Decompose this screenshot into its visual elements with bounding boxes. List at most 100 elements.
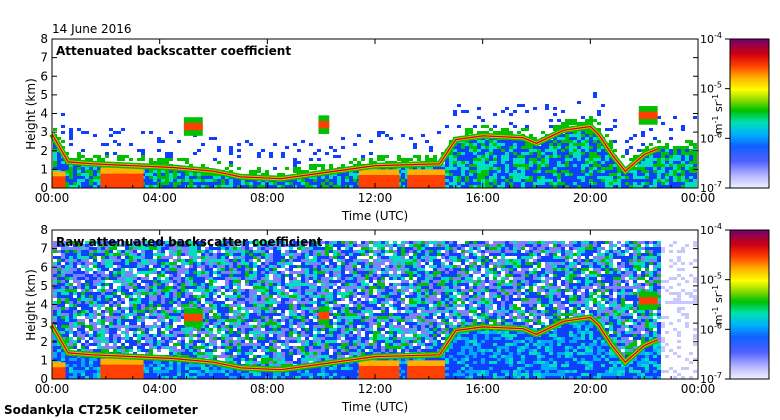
heatmap-cell <box>209 334 213 337</box>
heatmap-cell <box>209 259 213 262</box>
heatmap-cell <box>581 131 585 134</box>
heatmap-cell <box>325 265 329 268</box>
x-axis-label-1: Time (UTC) <box>341 209 408 223</box>
heatmap-cell <box>117 307 121 310</box>
heatmap-cell <box>281 319 285 322</box>
heatmap-cell <box>237 358 241 361</box>
heatmap-cell <box>329 176 333 179</box>
heatmap-cell <box>493 125 497 128</box>
heatmap-cell <box>629 137 633 140</box>
heatmap-cell <box>621 173 625 176</box>
heatmap-cell <box>221 241 225 244</box>
heatmap-cell <box>369 140 373 143</box>
heatmap-cell <box>305 337 309 340</box>
heatmap-cell <box>297 316 301 319</box>
heatmap-cell <box>693 170 697 173</box>
heatmap-cell <box>301 373 305 376</box>
heatmap-cell <box>185 274 189 277</box>
heatmap-cell <box>317 265 321 268</box>
heatmap-cell <box>565 185 569 188</box>
heatmap-cell <box>321 185 325 188</box>
heatmap-cell <box>221 352 225 355</box>
heatmap-cell <box>613 173 617 176</box>
heatmap-cell <box>337 185 341 188</box>
heatmap-cell <box>281 280 285 283</box>
heatmap-cell <box>197 355 201 358</box>
heatmap-cell <box>465 182 469 185</box>
heatmap-cell <box>289 325 293 328</box>
heatmap-cell <box>217 271 221 274</box>
heatmap-cell <box>157 316 161 319</box>
heatmap-cell <box>233 259 237 262</box>
heatmap-cell <box>321 292 325 295</box>
heatmap-cell <box>177 277 181 280</box>
heatmap-cell <box>485 182 489 185</box>
heatmap-cell <box>669 173 673 176</box>
heatmap-cell <box>197 367 201 370</box>
heatmap-cell <box>501 158 505 161</box>
heatmap-cell <box>617 173 621 176</box>
heatmap-cell <box>209 244 213 247</box>
heatmap-cell <box>225 286 229 289</box>
heatmap-cell <box>237 167 241 170</box>
heatmap-cell <box>333 298 337 301</box>
heatmap-cell <box>89 179 93 182</box>
heatmap-cell <box>221 316 225 319</box>
heatmap-cell <box>453 158 457 161</box>
heatmap-cell <box>257 280 261 283</box>
heatmap-cell <box>577 155 581 158</box>
x-tick-label: 16:00 <box>465 191 500 205</box>
heatmap-cell <box>269 280 273 283</box>
heatmap-cell <box>249 250 253 253</box>
heatmap-cell <box>157 244 161 247</box>
heatmap-cell <box>161 244 165 247</box>
heatmap-cell <box>457 173 461 176</box>
heatmap-cell <box>165 307 169 310</box>
heatmap-cell <box>249 358 253 361</box>
heatmap-cell <box>285 253 289 256</box>
heatmap-cell <box>237 277 241 280</box>
heatmap-cell <box>121 298 125 301</box>
heatmap-cell <box>325 358 329 361</box>
heatmap-cell <box>249 295 253 298</box>
heatmap-cell <box>69 355 73 358</box>
heatmap-cell <box>561 176 565 179</box>
heatmap-cell <box>289 250 293 253</box>
heatmap-cell <box>61 358 65 361</box>
heatmap-cell <box>253 241 257 244</box>
heatmap-cell <box>453 164 457 167</box>
heatmap-cell <box>153 370 157 373</box>
heatmap-cell <box>673 152 677 155</box>
heatmap-cell <box>305 343 309 346</box>
heatmap-cell <box>465 170 469 173</box>
heatmap-cell <box>537 176 541 179</box>
heatmap-cell <box>173 301 177 304</box>
heatmap-cell <box>665 155 669 158</box>
heatmap-cell <box>221 247 225 250</box>
heatmap-cell <box>181 334 185 337</box>
heatmap-cell <box>273 283 277 286</box>
heatmap-cell <box>85 176 89 179</box>
heatmap-cell <box>229 316 233 319</box>
heatmap-cell <box>261 313 265 316</box>
heatmap-cell <box>521 152 525 155</box>
heatmap-cell <box>649 155 653 158</box>
heatmap-cell <box>561 149 565 152</box>
heatmap-cell <box>121 343 125 346</box>
heatmap-cell <box>313 358 317 361</box>
heatmap-cell <box>149 307 153 310</box>
heatmap-cell <box>77 271 81 274</box>
heatmap-cell <box>593 176 597 179</box>
heatmap-cell <box>205 325 209 328</box>
heatmap-cell <box>73 343 77 346</box>
heatmap-cell <box>301 331 305 334</box>
heatmap-cell <box>269 337 273 340</box>
heatmap-cell <box>145 301 149 304</box>
heatmap-cell <box>329 370 333 373</box>
heatmap-cell <box>609 170 613 173</box>
heatmap-cell <box>309 182 313 185</box>
heatmap-cell <box>309 250 313 253</box>
heatmap-cell <box>457 182 461 185</box>
heatmap-cell <box>505 149 509 152</box>
heatmap-cell <box>469 167 473 170</box>
